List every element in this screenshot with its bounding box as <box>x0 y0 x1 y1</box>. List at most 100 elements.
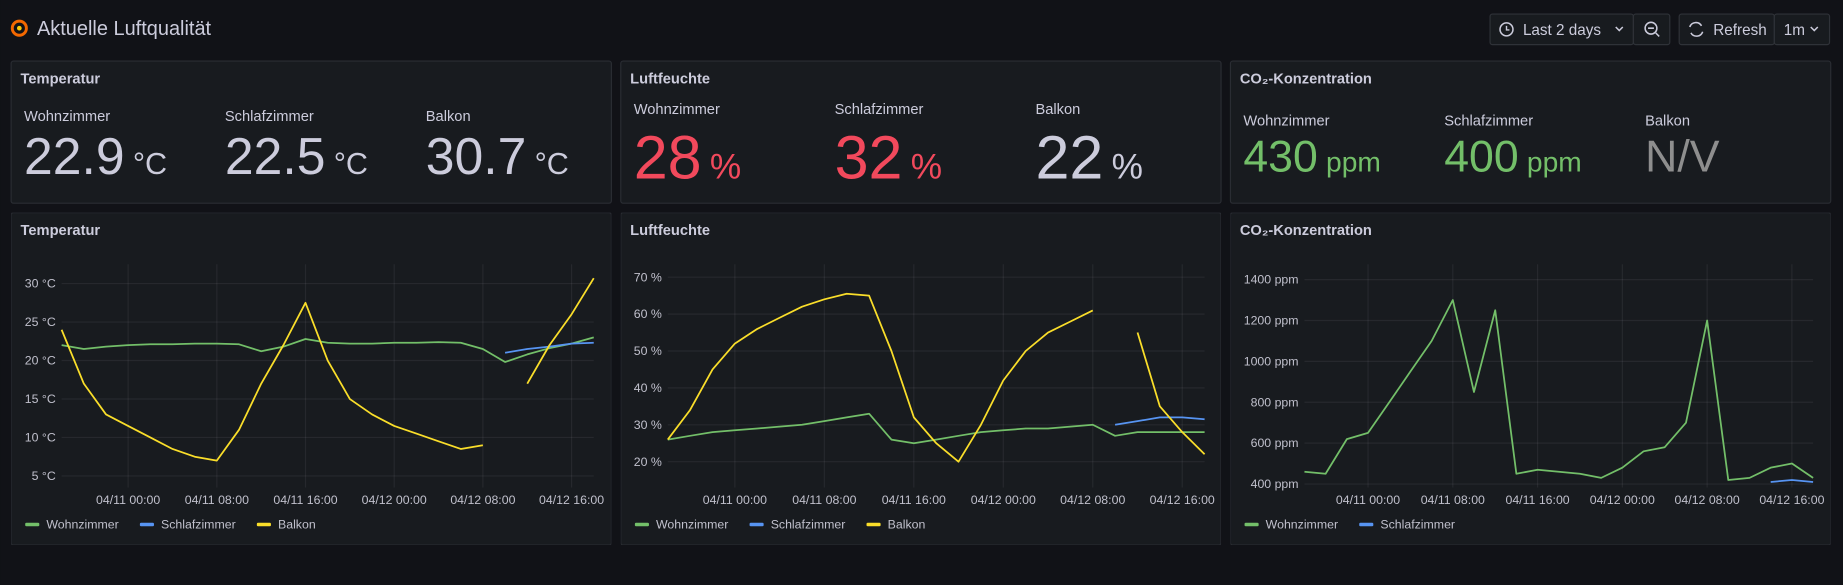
stat-unit: % <box>1112 148 1143 187</box>
x-tick-label: 04/11 16:00 <box>273 493 337 507</box>
y-tick-label: 1000 ppm <box>1244 355 1299 369</box>
series-line <box>1770 479 1814 483</box>
refresh-interval[interactable]: 1m <box>1773 13 1831 46</box>
stat-value: 430 ppm <box>1243 133 1381 182</box>
panel-title: CO₂-Konzentration <box>1240 223 1372 239</box>
stat-panel <box>620 60 1222 204</box>
stat-label: Balkon <box>426 109 471 125</box>
stat-label: Balkon <box>1035 102 1080 118</box>
stat-label: Schlafzimmer <box>835 102 924 118</box>
panel-title: CO₂-Konzentration <box>1240 71 1372 87</box>
stat-number: 22 <box>1035 124 1103 192</box>
stat-value: 32% <box>835 124 943 192</box>
x-tick-label: 04/11 08:00 <box>1421 493 1485 507</box>
x-tick-label: 04/12 16:00 <box>539 493 604 507</box>
stat-panel <box>1229 60 1832 204</box>
chart-panel: CO₂-Konzentration 400 ppm 600 ppm 800 ppm 10… <box>1230 212 1831 546</box>
y-tick-label: 15 °C <box>25 392 56 406</box>
y-tick-label: 50 % <box>634 344 662 358</box>
panel-title: Luftfeuchte <box>630 223 710 239</box>
time-picker[interactable]: Last 2 days <box>1489 13 1634 46</box>
y-tick-label: 40 % <box>634 381 662 395</box>
x-tick-label: 04/12 08:00 <box>1060 493 1125 507</box>
stat-value: 400 ppm <box>1444 133 1582 182</box>
y-tick-label: 30 % <box>634 418 662 432</box>
x-tick-label: 04/12 00:00 <box>362 493 427 507</box>
legend-label: Balkon <box>888 518 926 532</box>
y-tick-label: 600 ppm <box>1251 436 1299 450</box>
y-tick-label: 5 °C <box>32 469 56 483</box>
stat-number: 30.7 <box>426 127 527 185</box>
legend-label: Balkon <box>278 518 316 532</box>
legend-swatch <box>139 522 154 527</box>
stat-value: 22% <box>1035 124 1143 192</box>
legend-label: Schlafzimmer <box>771 518 846 532</box>
x-tick-label: 04/12 08:00 <box>1675 493 1740 507</box>
x-tick-label: 04/11 00:00 <box>703 493 767 507</box>
panels: Temperatur Wohnzimmer 22.9 °C Schlafzimmer 22… <box>10 60 1832 546</box>
stat-unit: °C <box>133 147 167 181</box>
legend-swatch <box>25 522 40 527</box>
stat-label: Schlafzimmer <box>1444 114 1533 130</box>
stat-value: N/V <box>1645 133 1720 182</box>
stat-unit: % <box>911 148 942 187</box>
panel <box>1230 212 1831 546</box>
stat-value: 22.9 °C <box>24 127 167 185</box>
x-tick-label: 04/11 16:00 <box>882 493 946 507</box>
legend-swatch <box>749 522 764 527</box>
panel-title: Temperatur <box>21 223 101 239</box>
x-tick-label: 04/12 16:00 <box>1759 493 1824 507</box>
stat-number: 32 <box>835 124 903 192</box>
legend-label: Schlafzimmer <box>161 518 236 532</box>
y-tick-label: 800 ppm <box>1251 395 1299 409</box>
x-tick-label: 04/11 16:00 <box>1505 493 1569 507</box>
series-line <box>667 412 1205 445</box>
y-tick-label: 20 % <box>634 455 662 469</box>
stat-unit: ppm <box>1326 146 1381 178</box>
stat-unit: °C <box>334 147 368 181</box>
stat-number: 430 <box>1243 133 1317 182</box>
stat-label: Wohnzimmer <box>24 109 110 125</box>
stat-unit: % <box>710 148 741 187</box>
y-tick-label: 30 °C <box>25 277 56 291</box>
stat-number: 400 <box>1444 133 1518 182</box>
y-tick-label: 400 ppm <box>1251 477 1299 491</box>
panel-title: Temperatur <box>21 71 101 87</box>
x-tick-label: 04/12 16:00 <box>1150 493 1215 507</box>
stat-number: 22.5 <box>225 127 326 185</box>
stat-label: Wohnzimmer <box>1243 114 1329 130</box>
refresh-label[interactable]: Refresh <box>1713 22 1766 39</box>
refresh-button[interactable]: Refresh <box>1678 13 1775 46</box>
stat-value: 22.5 °C <box>225 127 368 185</box>
legend-label: Schlafzimmer <box>1380 518 1455 532</box>
logo <box>10 19 28 37</box>
y-tick-label: 20 °C <box>25 354 56 368</box>
stat-number: 28 <box>634 124 702 192</box>
chart-panel: Luftfeuchte 20 % 30 % 40 % 50 % 60 % 70 % 04/11… <box>620 212 1222 546</box>
legend-swatch <box>256 522 271 527</box>
x-tick-label: 04/12 08:00 <box>450 493 515 507</box>
time-range[interactable]: Last 2 days <box>1523 22 1601 39</box>
stat-value: 30.7 °C <box>426 127 569 185</box>
series-line <box>61 336 594 363</box>
interval-label[interactable]: 1m <box>1784 22 1805 39</box>
legend-label: Wohnzimmer <box>46 518 118 532</box>
legend-swatch <box>634 522 649 527</box>
series-line <box>60 277 595 462</box>
stat-number: N/V <box>1645 133 1720 182</box>
legend-label: Wohnzimmer <box>1266 518 1338 532</box>
legend-swatch <box>1359 522 1374 527</box>
zoom-out[interactable] <box>1632 13 1671 46</box>
x-tick-label: 04/11 00:00 <box>96 493 160 507</box>
stat-unit: ppm <box>1527 146 1582 178</box>
dashboard-title: Aktuelle Luftqualität <box>37 18 212 40</box>
panel-title: Luftfeuchte <box>630 71 710 87</box>
x-tick-label: 04/12 00:00 <box>1590 493 1655 507</box>
legend-swatch <box>1244 522 1259 527</box>
x-tick-label: 04/11 08:00 <box>185 493 249 507</box>
y-tick-label: 1400 ppm <box>1244 273 1299 287</box>
legend-label: Wohnzimmer <box>656 518 728 532</box>
y-tick-label: 60 % <box>634 307 662 321</box>
